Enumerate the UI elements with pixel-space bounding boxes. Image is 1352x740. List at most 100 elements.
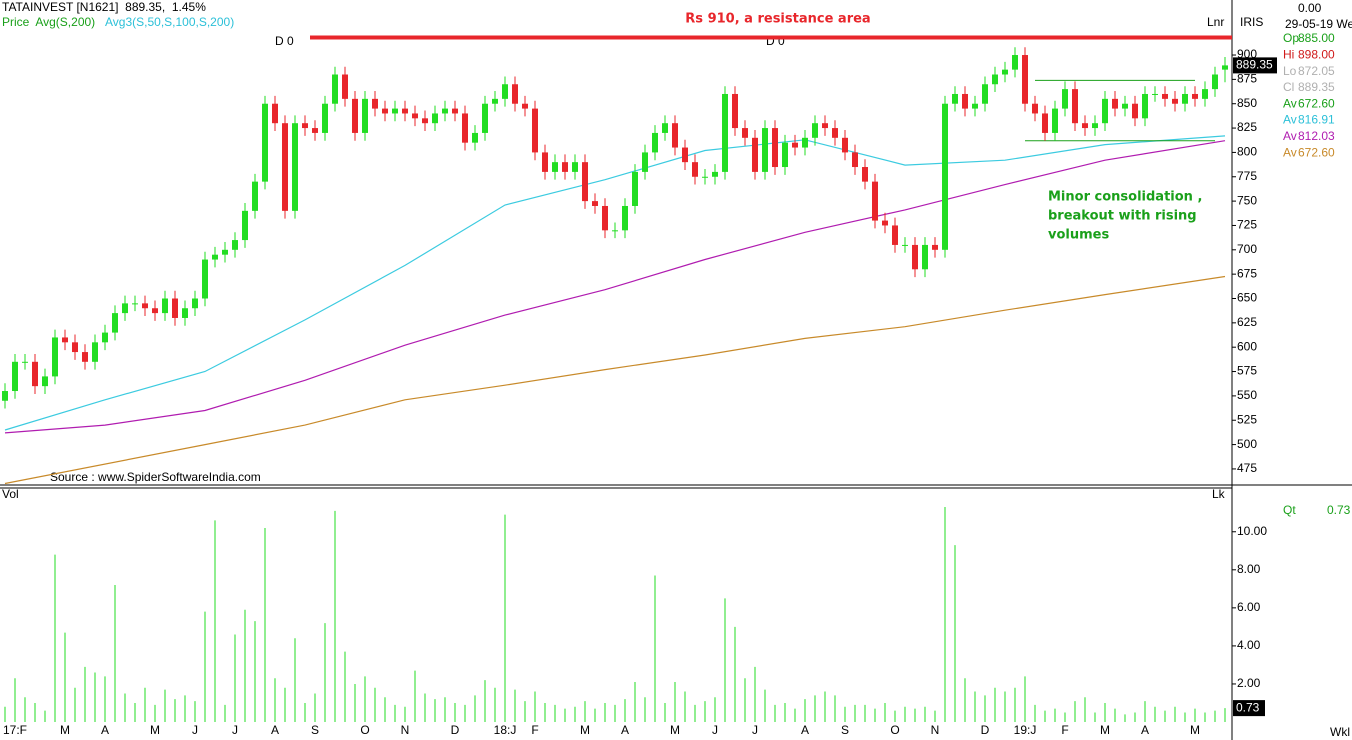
volume-box-label: 0.73 <box>1236 700 1260 714</box>
candle-body <box>1082 123 1088 129</box>
info-value: 889.35 <box>1298 80 1335 94</box>
candle-body <box>512 84 518 104</box>
candle-body <box>752 137 758 172</box>
candle-body <box>42 376 48 387</box>
y-tick-label: 725 <box>1237 218 1257 232</box>
candle-body <box>102 332 108 343</box>
candle-body <box>382 108 388 114</box>
y-tick-label: 675 <box>1237 266 1257 280</box>
candle-body <box>1012 55 1018 70</box>
info-label: Hi <box>1283 47 1294 61</box>
candle-body <box>842 137 848 153</box>
candle-body <box>332 74 338 104</box>
y2-tick-label: 8.00 <box>1237 562 1261 576</box>
candle-body <box>12 361 18 392</box>
candle-body <box>932 244 938 250</box>
candle-body <box>312 128 318 133</box>
candle-body <box>892 225 898 245</box>
candle-body <box>822 123 828 129</box>
candle-body <box>352 98 358 133</box>
candle-body <box>2 391 8 401</box>
x-tick-label: J <box>712 723 718 737</box>
candle-body <box>852 152 858 168</box>
candle-body <box>442 108 448 114</box>
candle-body <box>502 84 508 99</box>
candle-body <box>522 103 528 109</box>
candle-body <box>882 220 888 226</box>
candle-body <box>472 132 478 143</box>
y-tick-label: 825 <box>1237 120 1257 134</box>
y-tick-label: 575 <box>1237 364 1257 378</box>
candle-body <box>1112 98 1118 109</box>
candle-body <box>672 123 678 148</box>
candle-body <box>952 93 958 104</box>
candle-body <box>342 74 348 99</box>
candle-body <box>422 118 428 124</box>
x-tick-label: A <box>1141 723 1149 737</box>
x-tick-label: O <box>360 723 369 737</box>
qt-value: 0.73 <box>1327 503 1351 517</box>
candle-body <box>1072 89 1078 124</box>
candle-body <box>1062 89 1068 109</box>
candle-body <box>532 108 538 153</box>
indicator: IRIS <box>1240 15 1263 29</box>
x-tick-label: M <box>1190 723 1200 737</box>
candle-body <box>192 298 198 309</box>
candle-body <box>372 98 378 109</box>
candle-body <box>272 103 278 124</box>
info-value: 872.05 <box>1298 64 1335 78</box>
candle-body <box>1092 123 1098 129</box>
candle-body <box>602 205 608 231</box>
y-tick-label: 850 <box>1237 96 1257 110</box>
x-tick-label: J <box>192 723 198 737</box>
info-label: Lo <box>1283 64 1297 78</box>
candle-body <box>1192 93 1198 99</box>
candle-body <box>62 337 68 343</box>
candle-body <box>942 103 948 250</box>
info-value: 898.00 <box>1298 47 1335 61</box>
volume-box <box>1233 700 1265 717</box>
date: 29-05-19 We <box>1285 17 1352 31</box>
y-tick-label: 650 <box>1237 291 1257 305</box>
annotation: Minor consolidation , <box>1048 190 1202 205</box>
y2-tick-label: 2.00 <box>1237 676 1261 690</box>
candle-body <box>222 249 228 255</box>
candle-body <box>762 128 768 172</box>
candle-body <box>132 303 138 305</box>
candle-body <box>552 162 558 172</box>
legend-avg: Avg3(S,50,S,100,S,200) <box>105 15 234 29</box>
resistance-label: Rs 910, a resistance area <box>685 12 870 27</box>
info-value: 885.00 <box>1298 31 1335 45</box>
chart-title: TATAINVEST [N1621] 889.35, 1.45% <box>2 0 206 14</box>
candle-body <box>592 201 598 206</box>
candle-body <box>1032 103 1038 114</box>
y-tick-label: 700 <box>1237 242 1257 256</box>
info-value: 672.60 <box>1298 96 1335 110</box>
candle-body <box>722 93 728 172</box>
candle-body <box>232 240 238 250</box>
candle-body <box>412 113 418 119</box>
candle-body <box>962 93 968 109</box>
candle-body <box>1172 98 1178 104</box>
candle-body <box>772 128 778 168</box>
candle-body <box>1202 89 1208 99</box>
candle-body <box>172 298 178 318</box>
candle-body <box>1122 103 1128 109</box>
candle-body <box>162 298 168 314</box>
candle-body <box>122 303 128 314</box>
candle-body <box>322 103 328 133</box>
candle-body <box>542 152 548 172</box>
x-tick-label: D <box>451 723 460 737</box>
candle-body <box>782 142 788 168</box>
y2-tick-label: 4.00 <box>1237 638 1261 652</box>
x-tick-label: J <box>232 723 238 737</box>
candle-body <box>242 210 248 241</box>
x-tick-label: S <box>841 723 849 737</box>
x-tick-label: M <box>60 723 70 737</box>
candle-body <box>142 303 148 309</box>
annotation: volumes <box>1048 228 1109 243</box>
candle-body <box>972 103 978 109</box>
y-tick-label: 475 <box>1237 461 1257 475</box>
candle-body <box>22 361 28 363</box>
